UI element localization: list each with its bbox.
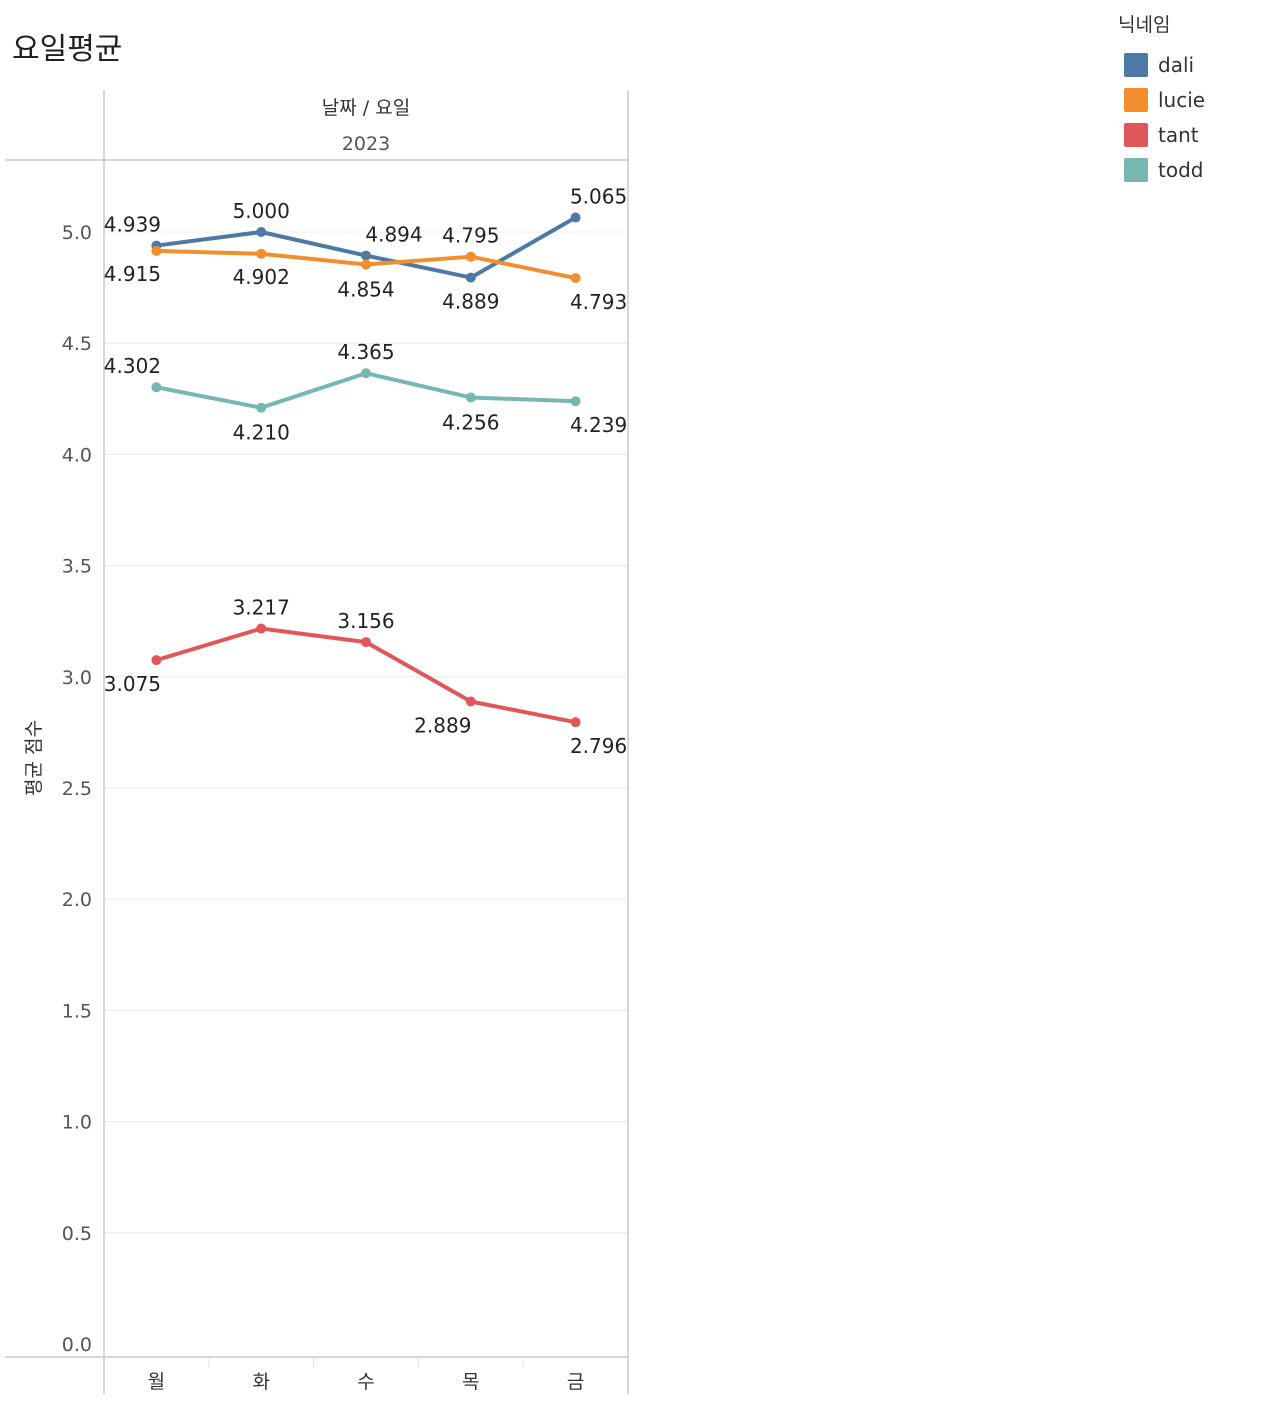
y-tick-label-2.0: 2.0 [62, 889, 92, 911]
data-label-lucie-화: 4.902 [233, 265, 290, 289]
data-point-tant-월 [151, 655, 162, 666]
legend-item-lucie[interactable]: lucie [1118, 82, 1205, 117]
data-point-dali-금 [570, 212, 581, 223]
legend-swatch-dali [1124, 52, 1148, 77]
data-point-tant-목 [465, 696, 476, 707]
y-tick-label-3.5: 3.5 [62, 556, 92, 578]
legend-item-todd[interactable]: todd [1118, 152, 1205, 187]
data-label-tant-수: 3.156 [337, 609, 394, 633]
data-point-lucie-목 [465, 251, 476, 262]
y-tick-label-3.0: 3.0 [62, 667, 92, 689]
data-point-dali-목 [465, 272, 476, 283]
data-label-dali-월: 4.939 [104, 213, 161, 237]
data-point-todd-금 [570, 396, 581, 407]
legend-label-dali: dali [1158, 52, 1195, 77]
x-tick-label-월: 월 [148, 1371, 165, 1393]
y-axis-label: 평균 점수 [23, 720, 45, 796]
data-label-lucie-금: 4.793 [570, 290, 627, 314]
data-label-dali-화: 5.000 [233, 199, 290, 223]
data-label-tant-목: 2.889 [414, 713, 471, 737]
legend-swatch-todd [1124, 157, 1148, 182]
x-tick-label-목: 목 [462, 1371, 479, 1393]
data-label-lucie-월: 4.915 [104, 262, 161, 286]
data-label-todd-금: 4.239 [570, 413, 627, 437]
legend-item-dali[interactable]: dali [1118, 47, 1205, 82]
data-label-tant-월: 3.075 [104, 672, 161, 696]
page-title: 요일평균 [12, 32, 123, 67]
legend: 닉네임 dali lucie tant todd [1118, 10, 1205, 187]
data-label-dali-목: 4.795 [442, 224, 499, 248]
x-tick-label-수: 수 [357, 1371, 374, 1393]
data-point-lucie-월 [151, 245, 162, 256]
data-point-todd-목 [465, 392, 476, 403]
legend-label-todd: todd [1158, 157, 1204, 182]
legend-swatch-tant [1124, 122, 1148, 147]
y-tick-label-1.0: 1.0 [62, 1112, 92, 1134]
data-point-todd-수 [361, 368, 371, 379]
legend-label-lucie: lucie [1158, 87, 1206, 112]
legend-swatch-lucie [1124, 87, 1148, 112]
y-tick-label-2.5: 2.5 [62, 778, 92, 800]
legend-item-tant[interactable]: tant [1118, 117, 1205, 152]
legend-title: 닉네임 [1118, 14, 1171, 36]
data-point-lucie-수 [361, 259, 371, 270]
data-point-tant-수 [361, 637, 371, 648]
data-point-dali-화 [256, 227, 267, 237]
data-label-dali-수: 4.894 [365, 223, 422, 247]
x-tick-label-화: 화 [252, 1371, 269, 1393]
y-tick-label-0.5: 0.5 [62, 1223, 92, 1245]
column-header: 날짜 / 요일 [322, 97, 410, 119]
data-label-tant-화: 3.217 [233, 596, 290, 620]
y-tick-label-0.0: 0.0 [62, 1334, 92, 1356]
data-label-lucie-목: 4.889 [442, 290, 499, 314]
data-label-todd-월: 4.302 [104, 354, 161, 378]
y-tick-label-4.0: 4.0 [62, 444, 92, 466]
data-label-tant-금: 2.796 [570, 734, 627, 758]
data-point-todd-화 [256, 402, 267, 413]
data-point-dali-수 [361, 250, 371, 261]
data-point-todd-월 [151, 382, 162, 393]
x-tick-label-금: 금 [567, 1371, 584, 1393]
data-label-todd-화: 4.210 [233, 421, 290, 445]
y-tick-label-5.0: 5.0 [62, 222, 92, 244]
y-tick-label-1.5: 1.5 [62, 1000, 92, 1022]
data-point-tant-금 [570, 717, 581, 728]
data-label-lucie-수: 4.854 [337, 277, 394, 301]
data-point-lucie-화 [256, 248, 267, 259]
data-label-todd-목: 4.256 [442, 410, 499, 434]
data-point-lucie-금 [570, 273, 581, 284]
data-label-dali-금: 5.065 [570, 185, 627, 209]
y-tick-label-4.5: 4.5 [62, 333, 92, 355]
data-label-todd-수: 4.365 [337, 340, 394, 364]
column-subheader: 2023 [342, 133, 390, 155]
data-point-tant-화 [256, 623, 267, 634]
series-line-todd [154, 371, 578, 410]
legend-label-tant: tant [1158, 122, 1199, 147]
